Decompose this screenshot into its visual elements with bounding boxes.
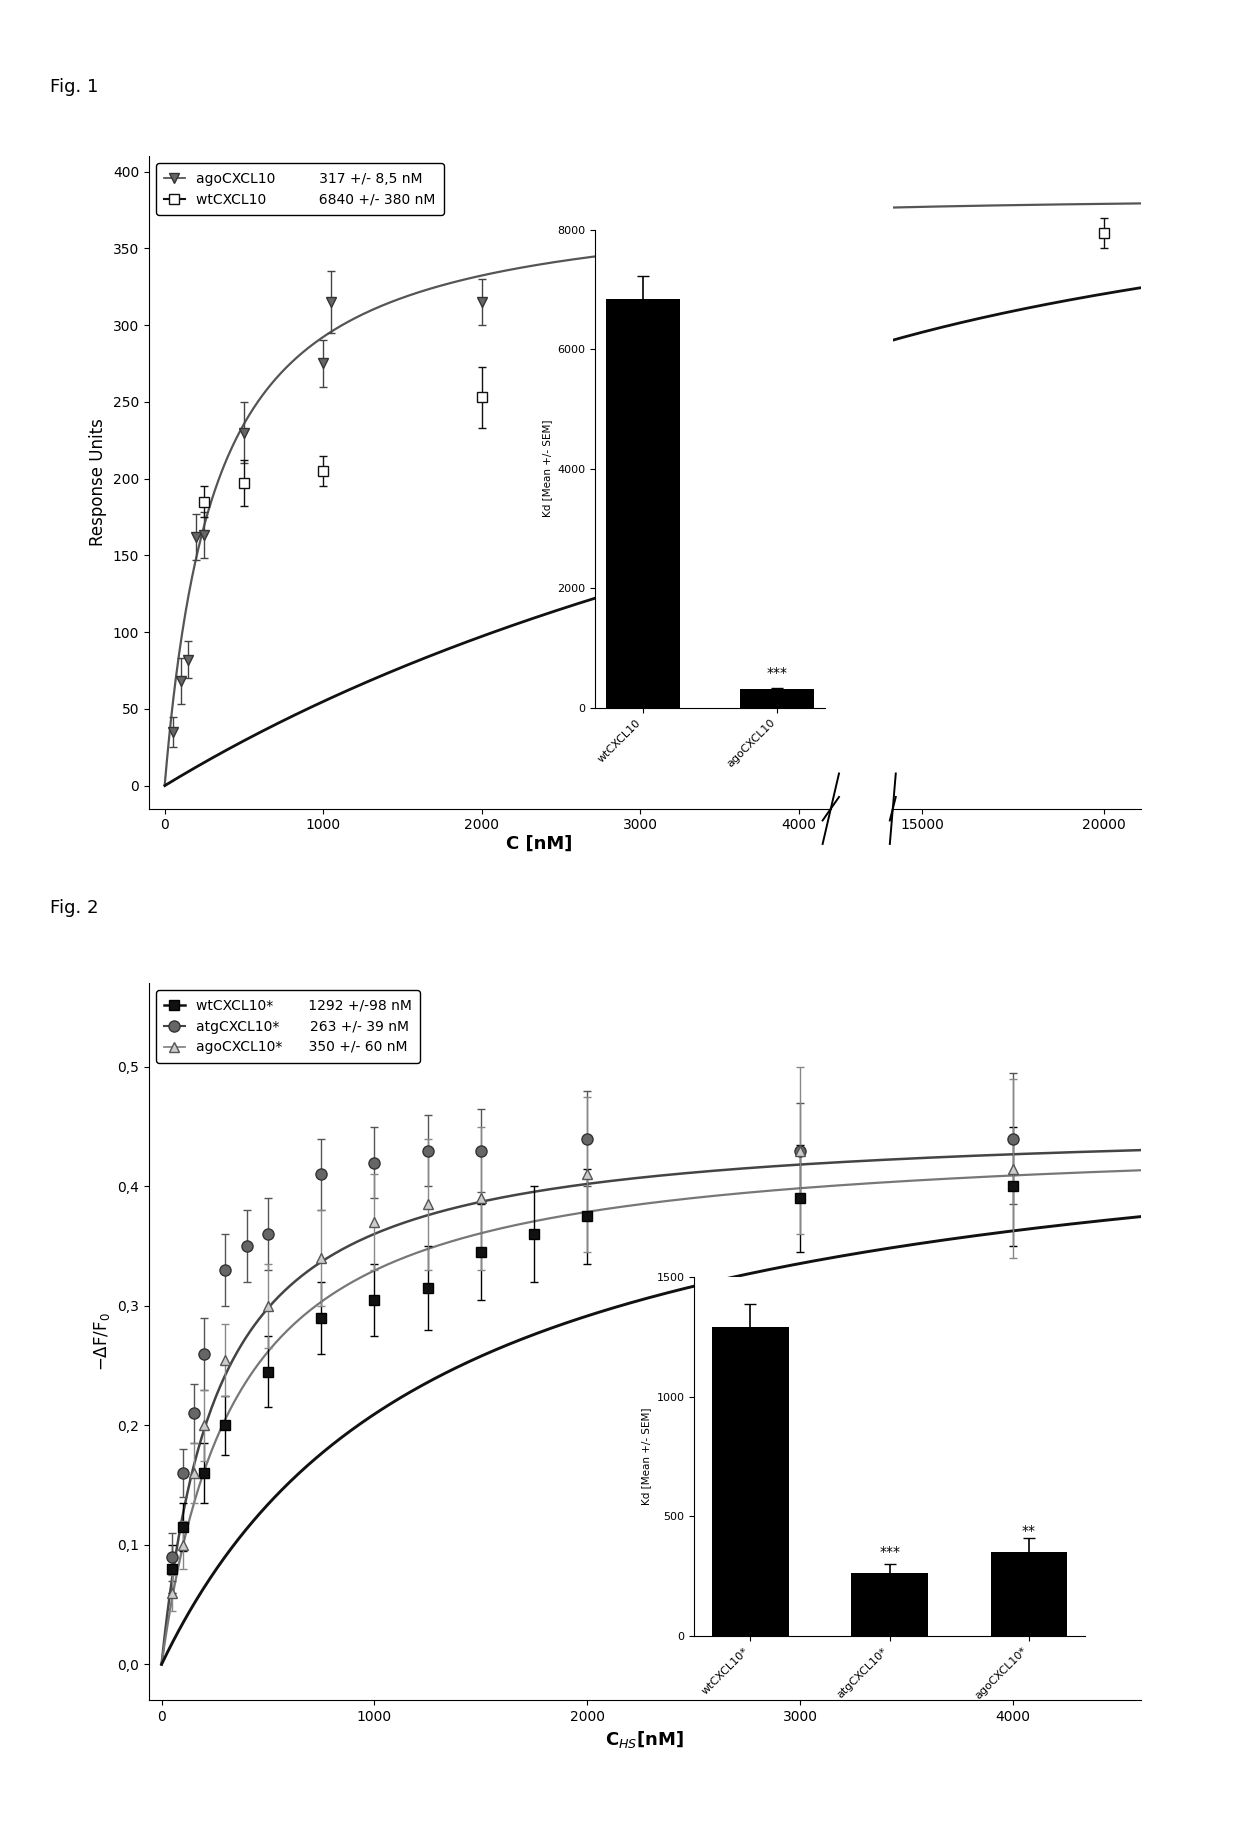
Y-axis label: Response Units: Response Units xyxy=(89,419,107,546)
Y-axis label: Kd [Mean +/- SEM]: Kd [Mean +/- SEM] xyxy=(641,1408,651,1505)
Text: ***: *** xyxy=(879,1546,900,1559)
Text: C [nM]: C [nM] xyxy=(506,834,573,853)
Text: **: ** xyxy=(1022,1524,1035,1538)
Legend: wtCXCL10*        1292 +/-98 nM, atgCXCL10*       263 +/- 39 nM, agoCXCL10*      : wtCXCL10* 1292 +/-98 nM, atgCXCL10* 263 … xyxy=(156,991,420,1062)
Bar xyxy=(605,300,680,708)
Text: Fig. 2: Fig. 2 xyxy=(50,899,98,917)
Bar xyxy=(740,689,815,708)
Text: ***: *** xyxy=(766,665,787,680)
Bar xyxy=(852,1573,928,1636)
Bar xyxy=(712,1327,789,1636)
Text: Fig. 1: Fig. 1 xyxy=(50,77,98,96)
Y-axis label: Kd [Mean +/- SEM]: Kd [Mean +/- SEM] xyxy=(542,419,552,518)
Y-axis label: $-\Delta$F/F$_0$: $-\Delta$F/F$_0$ xyxy=(92,1312,112,1371)
Legend: agoCXCL10          317 +/- 8,5 nM, wtCXCL10            6840 +/- 380 nM: agoCXCL10 317 +/- 8,5 nM, wtCXCL10 6840 … xyxy=(156,164,444,215)
Bar xyxy=(991,1551,1068,1636)
X-axis label: C$_{HS}$[nM]: C$_{HS}$[nM] xyxy=(605,1730,684,1750)
